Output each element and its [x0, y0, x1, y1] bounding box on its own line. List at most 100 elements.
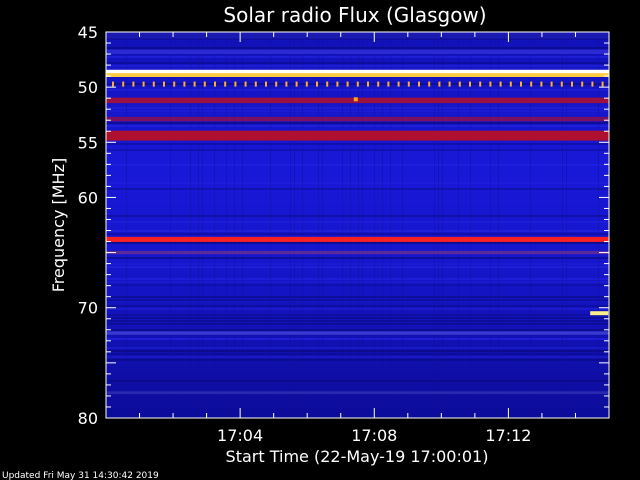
interference-dot: [560, 81, 563, 87]
noise-column: [302, 32, 303, 418]
interference-dot: [458, 81, 461, 87]
interference-dot: [356, 81, 359, 87]
interference-dot: [122, 81, 125, 87]
interference-dot: [469, 81, 471, 87]
interference-dot: [295, 81, 298, 87]
noise-column: [566, 32, 567, 418]
noise-stripe: [106, 380, 609, 382]
interference-dot: [265, 81, 267, 87]
noise-column: [470, 32, 471, 418]
x-axis-label: Start Time (22-May-19 17:00:01): [226, 447, 489, 466]
noise-stripe: [106, 266, 609, 268]
interference-dot: [428, 81, 431, 87]
interference-dot: [591, 81, 594, 87]
noise-stripe: [106, 68, 609, 70]
interference-dot: [407, 81, 410, 87]
interference-dot: [509, 81, 512, 87]
noise-column: [442, 32, 443, 418]
noise-column: [438, 32, 439, 418]
interference-dot: [326, 81, 329, 87]
noise-column: [170, 32, 171, 418]
interference-dot: [418, 81, 420, 87]
interference-dot: [377, 81, 380, 87]
noise-column: [270, 32, 271, 418]
noise-column: [362, 32, 363, 418]
noise-column: [322, 32, 323, 418]
frequency-band: [106, 49, 609, 54]
noise-stripe: [106, 296, 609, 298]
interference-dot: [367, 81, 369, 87]
noise-stripe: [106, 221, 609, 223]
noise-stripe: [106, 47, 609, 49]
noise-stripe: [106, 149, 609, 151]
interference-dot: [346, 81, 349, 87]
interference-dot: [479, 81, 482, 87]
noise-column: [214, 32, 215, 418]
interference-dot: [448, 81, 451, 87]
burst-marker: [590, 311, 609, 316]
noise-column: [234, 32, 235, 418]
interference-dot: [193, 81, 196, 87]
noise-stripe: [106, 305, 609, 307]
spectrogram-background: [106, 32, 609, 418]
noise-column: [294, 32, 295, 418]
y-axis: 45 50 55 60 70 80: [78, 23, 609, 428]
noise-stripe: [106, 107, 609, 109]
noise-stripe: [106, 56, 609, 58]
y-axis-label: Frequency [MHz]: [49, 158, 68, 292]
interference-dot: [152, 81, 155, 87]
frequency-band: [106, 331, 609, 335]
noise-stripe: [106, 38, 609, 40]
interference-dot: [336, 81, 339, 87]
noise-column: [290, 32, 291, 418]
noise-stripe: [106, 356, 609, 358]
frequency-band: [106, 69, 609, 74]
interference-dot: [601, 81, 604, 87]
noise-stripe: [106, 278, 609, 280]
noise-column: [342, 32, 343, 418]
noise-stripe: [106, 125, 609, 127]
noise-stripe: [106, 110, 609, 112]
noise-stripe: [106, 359, 609, 361]
y-tick-label: 70: [78, 299, 98, 318]
noise-stripe: [106, 338, 609, 340]
noise-stripe: [106, 284, 609, 286]
interference-dot: [520, 81, 522, 87]
x-tick-label: 17:04: [217, 426, 263, 445]
noise-stripe: [106, 353, 609, 355]
interference-dot: [163, 81, 165, 87]
noise-column: [382, 32, 383, 418]
interference-dot: [244, 81, 247, 87]
interference-dot: [581, 81, 584, 87]
noise-column: [126, 32, 127, 418]
noise-stripe: [106, 65, 609, 67]
interference-dot: [387, 81, 390, 87]
noise-stripe: [106, 62, 609, 64]
noise-column: [318, 32, 319, 418]
interference-dot: [112, 81, 114, 87]
noise-stripe: [106, 122, 609, 124]
interference-dot: [550, 81, 553, 87]
noise-column: [190, 32, 191, 418]
interference-dot: [254, 81, 257, 87]
noise-column: [598, 32, 599, 418]
noise-column: [350, 32, 351, 418]
interference-dots: [112, 81, 604, 87]
interference-dot: [173, 81, 176, 87]
noise-column: [530, 32, 531, 418]
noise-stripe: [106, 263, 609, 265]
y-tick-label: 80: [78, 409, 98, 428]
frequency-band: [106, 130, 609, 141]
interference-dot: [285, 81, 288, 87]
noise-stripe: [106, 182, 609, 184]
noise-column: [226, 32, 227, 418]
interference-dot: [183, 81, 186, 87]
frequency-band: [106, 32, 609, 39]
plot-area: [106, 32, 609, 418]
noise-stripe: [106, 257, 609, 259]
noise-column: [358, 32, 359, 418]
interference-dot: [142, 81, 145, 87]
y-tick-label: 50: [78, 78, 98, 97]
y-tick-label: 60: [78, 188, 98, 207]
